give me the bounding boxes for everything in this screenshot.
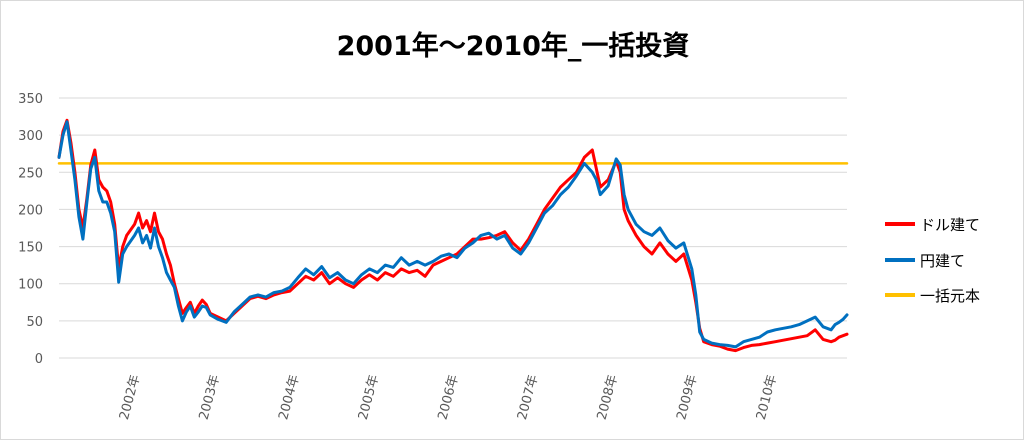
legend-item-yen: 円建て [885, 252, 965, 270]
legend-label-principal: 一括元本 [920, 287, 980, 305]
x-axis-tick-labels: 2002年 2003年 2004年 2005年 2006年 2007年 2008年 2009年… [117, 373, 780, 421]
y-tick-label: 50 [26, 315, 43, 330]
y-tick-label: 0 [35, 352, 43, 367]
series-line-yen [57, 120, 849, 349]
y-tick-label: 300 [18, 129, 43, 144]
series-line-dollar [57, 118, 849, 353]
x-tick-label: 2003年 [197, 373, 223, 421]
y-tick-label: 250 [18, 166, 43, 181]
x-tick-label: 2005年 [356, 373, 382, 421]
legend: ドル建て 円建て 一括元本 [885, 216, 980, 305]
x-tick-label: 2009年 [674, 373, 700, 421]
x-tick-label: 2002年 [117, 373, 143, 421]
y-axis-tick-labels: 0 50 100 150 200 250 300 350 [18, 92, 43, 367]
x-tick-label: 2004年 [276, 373, 302, 421]
y-tick-label: 200 [18, 203, 43, 218]
chart-title: 2001年～2010年_一括投資 [337, 30, 690, 62]
y-tick-label: 100 [18, 278, 43, 293]
x-tick-label: 2010年 [754, 373, 780, 421]
x-tick-label: 2007年 [515, 373, 541, 421]
x-tick-label: 2006年 [435, 373, 461, 421]
legend-item-principal: 一括元本 [885, 287, 980, 305]
y-tick-label: 150 [18, 241, 43, 256]
legend-item-dollar: ドル建て [885, 216, 980, 234]
gridlines [59, 97, 847, 359]
legend-label-yen: 円建て [920, 252, 965, 270]
legend-label-dollar: ドル建て [920, 216, 980, 234]
y-tick-label: 350 [18, 92, 43, 107]
series-lines [57, 118, 849, 353]
x-tick-label: 2008年 [595, 373, 621, 421]
